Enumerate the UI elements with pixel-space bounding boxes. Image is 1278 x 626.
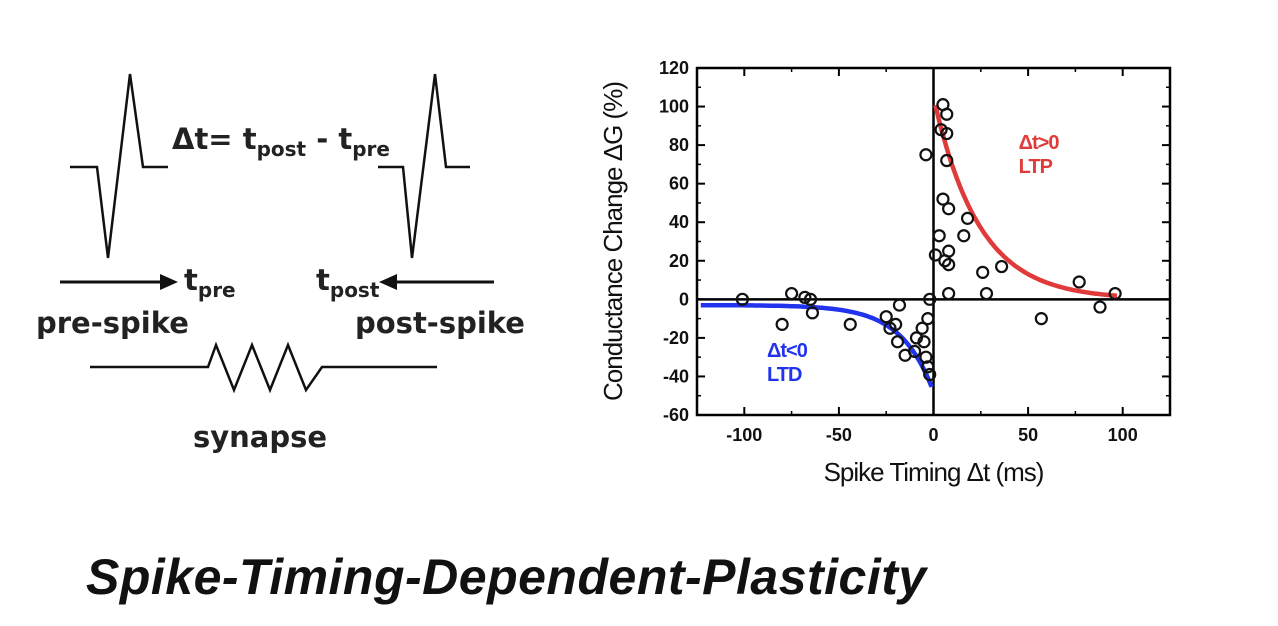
data-point: [735, 292, 750, 306]
data-point: [923, 367, 937, 382]
x-axis-label: Spike Timing Δt (ms): [824, 457, 1044, 487]
data-point: [1108, 286, 1122, 301]
data-point: [917, 335, 931, 349]
data-point: [957, 229, 971, 243]
y-tick-label: 0: [679, 289, 689, 309]
data-point: [1072, 275, 1086, 289]
data-point: [928, 248, 942, 262]
stdp-diagram: [60, 73, 494, 394]
series-label-ltd: LTD: [767, 364, 802, 386]
delta-t-equation: Δt= tpost - tpre: [172, 122, 390, 161]
data-point: [942, 286, 956, 301]
y-tick-label: 80: [669, 135, 689, 155]
synapse-resistor: [90, 341, 437, 394]
y-tick-label: 100: [659, 97, 689, 117]
post-arrow-head: [379, 274, 397, 290]
data-point: [1034, 312, 1048, 326]
footer-title: Spike-Timing-Dependent-Plasticity: [86, 549, 927, 605]
y-tick-label: 60: [669, 174, 689, 194]
data-point: [805, 306, 820, 320]
x-tick-label: 50: [1018, 425, 1038, 445]
data-point: [803, 292, 818, 306]
data-point: [940, 126, 954, 141]
post-spike-waveform: [378, 73, 470, 259]
data-point: [942, 202, 956, 216]
data-point: [932, 229, 946, 243]
t-post-label: tpost: [316, 263, 380, 302]
y-tick-label: 40: [669, 212, 689, 232]
data-point: [785, 286, 799, 301]
data-point: [936, 192, 950, 206]
series-label-ltd: Δt<0: [767, 340, 808, 362]
data-point: [879, 310, 893, 324]
data-point: [907, 344, 922, 358]
data-point: [976, 265, 990, 279]
fit-curve-ltp: [933, 104, 1118, 299]
data-point: [915, 321, 929, 335]
y-tick-label: 20: [669, 251, 689, 271]
data-point: [960, 211, 975, 225]
y-tick-label: 120: [659, 58, 689, 78]
series-label-ltp: LTP: [1019, 156, 1053, 178]
post-spike-label: post-spike: [355, 306, 525, 340]
synapse-label: synapse: [193, 420, 328, 454]
x-tick-label: -100: [726, 425, 762, 445]
data-point: [919, 148, 933, 162]
data-point: [775, 317, 789, 331]
x-tick-label: 100: [1108, 425, 1138, 445]
data-point: [921, 312, 935, 326]
series-label-ltp: Δt>0: [1019, 132, 1060, 154]
y-axis-label: Conductance Change ΔG (%): [598, 82, 628, 401]
data-point: [995, 259, 1009, 274]
data-point: [942, 244, 956, 258]
data-point: [921, 360, 935, 374]
data-point: [843, 317, 857, 331]
data-point: [940, 153, 954, 168]
x-tick-label: -50: [826, 425, 852, 445]
y-tick-label: -40: [663, 366, 689, 386]
data-point: [909, 331, 924, 345]
data-point: [923, 292, 937, 306]
stdp-chart: -100 -50 0 50 100 -60 -40 -20 0 20 40 60 80 100 120 Spi…: [598, 58, 1172, 487]
data-point: [892, 298, 907, 312]
data-point: [889, 317, 903, 331]
x-tick-label: 0: [928, 425, 938, 445]
data-point: [942, 258, 956, 272]
pre-spike-waveform: [70, 73, 168, 259]
t-pre-label: tpre: [184, 263, 236, 302]
data-point: [940, 107, 954, 121]
data-point: [890, 335, 905, 349]
data-point: [1093, 300, 1107, 314]
pre-spike-label: pre-spike: [36, 306, 189, 340]
data-point: [798, 290, 812, 305]
y-tick-label: -20: [663, 328, 689, 348]
data-point: [979, 286, 994, 301]
pre-arrow-head: [160, 274, 178, 290]
y-tick-label: -60: [663, 405, 689, 425]
